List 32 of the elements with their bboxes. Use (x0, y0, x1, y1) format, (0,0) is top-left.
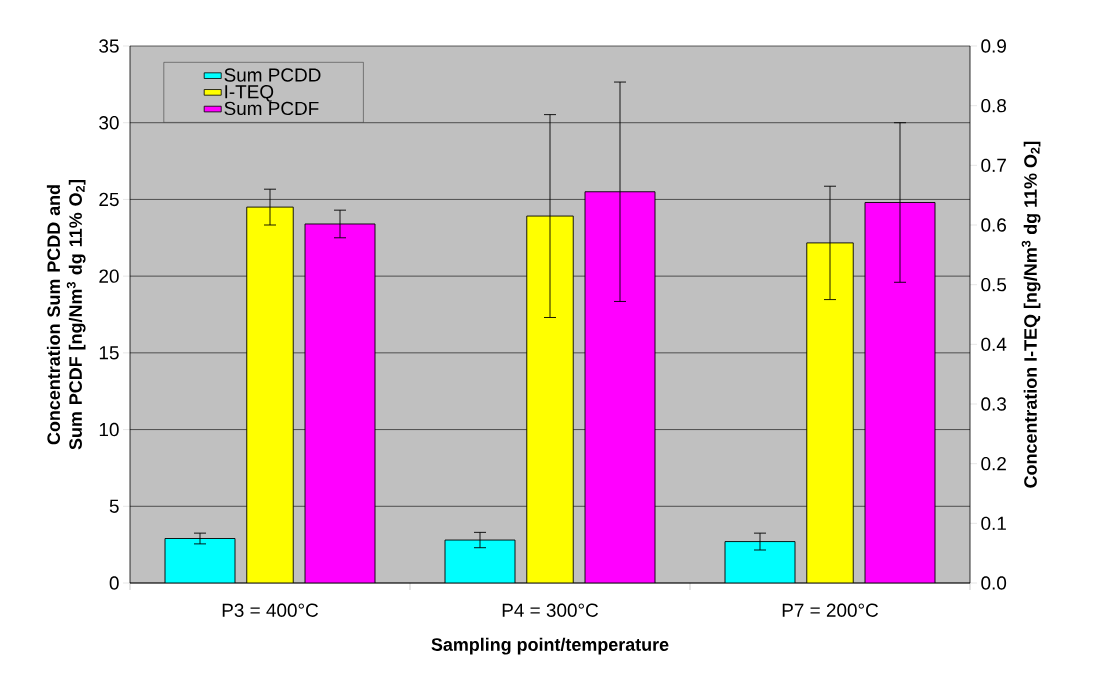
legend-label: Sum PCDF (224, 101, 319, 116)
y-tick-label: 0 (109, 576, 119, 590)
y2-tick-label: 0.3 (981, 397, 1006, 411)
y2-tick-label: 0.4 (981, 337, 1007, 352)
y2-axis-title: Concentration I-TEQ [ng/Nm$^{3}$ dg 11% O$_{2}$] (1021, 141, 1041, 488)
y2-tick-label: 0.7 (981, 158, 1006, 173)
x-tick-label: P3 = 400°C (222, 603, 319, 617)
legend-label: Sum PCDD (224, 68, 321, 82)
y2-tick-label: 0.9 (981, 39, 1006, 53)
y-tick-label: 20 (99, 269, 119, 283)
y2-tick-label: 0.8 (981, 98, 1007, 113)
x-tick-label: P7 = 200°C (782, 603, 879, 617)
y-tick-label: 35 (99, 39, 119, 53)
y-tick-label: 30 (99, 116, 119, 130)
bar (864, 202, 936, 583)
y-tick-label: 5 (109, 499, 119, 513)
x-axis-title: Sampling point/temperature (431, 637, 669, 655)
y2-tick-label: 0.2 (981, 456, 1006, 471)
y-tick-label: 10 (99, 422, 119, 437)
bar (165, 538, 235, 583)
bar (305, 223, 375, 583)
y2-tick-label: 0.6 (981, 218, 1006, 232)
y2-tick-label: 0.0 (981, 576, 1007, 590)
bar (445, 540, 515, 583)
y-tick-label: 25 (99, 192, 119, 207)
bar (585, 191, 655, 583)
y2-tick-label: 0.5 (981, 277, 1007, 292)
x-tick-label: P4 = 300°C (502, 603, 599, 617)
y2-tick-label: 0.1 (981, 516, 1006, 531)
legend-label: I-TEQ (225, 85, 274, 102)
y-tick-label: 15 (99, 346, 119, 360)
bar (724, 541, 796, 583)
